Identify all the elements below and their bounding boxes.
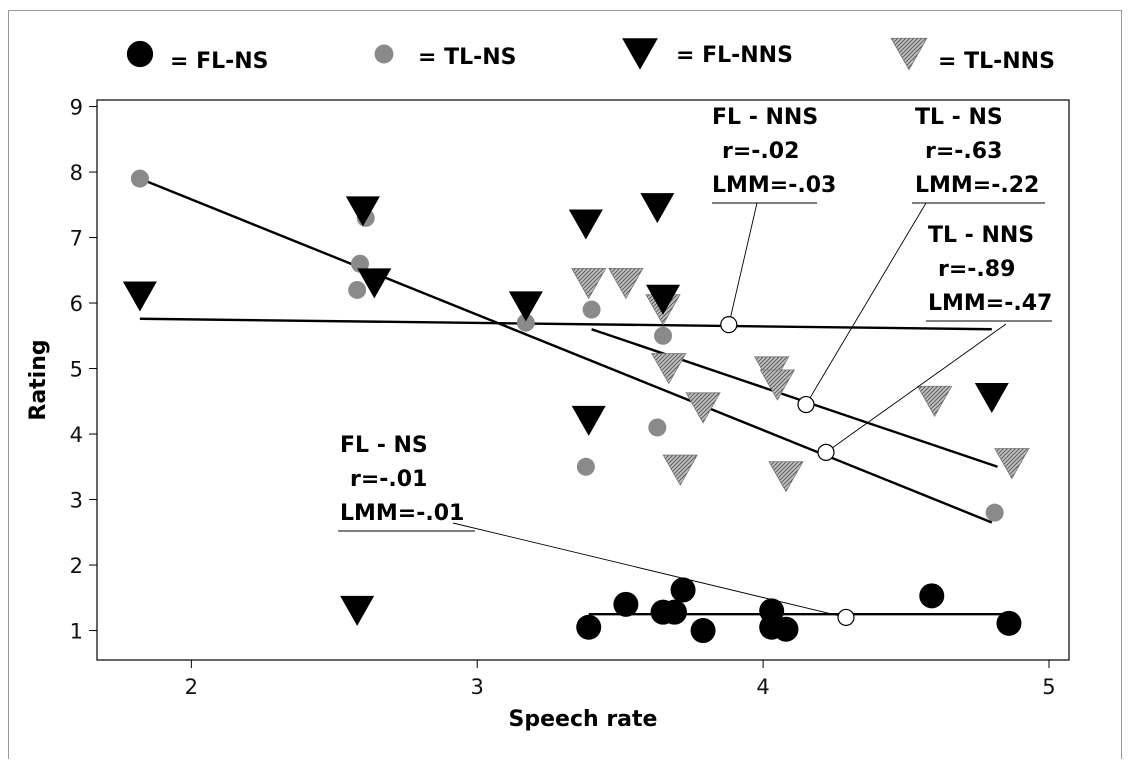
- point-fl-ns: [996, 610, 1022, 636]
- point-fl-nns: [571, 405, 606, 436]
- annotation-anchor-fl-nns: [720, 316, 738, 334]
- y-tick-label: 9: [70, 96, 83, 120]
- point-fl-ns: [661, 599, 687, 625]
- point-tl-nns: [685, 392, 721, 424]
- legend-marker-tl-nns: [890, 37, 928, 71]
- x-tick-label: 2: [185, 675, 198, 699]
- y-tick-label: 6: [70, 292, 83, 316]
- fit-line-tl-nns: [591, 328, 998, 468]
- annotations: FL - NS r=-.01 LMM=-.01 FL - NNS r=-.02 LMM=-…: [338, 105, 1052, 627]
- point-tl-ns: [582, 300, 601, 319]
- y-tick-label: 7: [70, 227, 83, 251]
- y-tick-label: 8: [70, 161, 83, 185]
- annotation-title-fl-nns: FL - NNS: [712, 105, 818, 130]
- legend-label-tl-ns: = TL-NS: [418, 45, 517, 70]
- point-tl-ns: [348, 280, 367, 299]
- annotation-leader-fl-ns: [452, 522, 847, 618]
- point-fl-ns: [773, 616, 799, 642]
- point-tl-nns: [759, 369, 796, 401]
- figure-frame: [8, 10, 1122, 759]
- point-fl-nns: [340, 595, 375, 626]
- annotation-anchor-tl-nns: [817, 443, 835, 461]
- annotation-title-tl-ns: TL - NS: [915, 105, 1003, 130]
- x-tick-label: 4: [756, 675, 769, 699]
- point-fl-nns: [974, 383, 1009, 414]
- annotation-r-tl-nns: r=-.89: [938, 257, 1015, 282]
- axes-ticks: 2 3 4 5 1 2 3 4 5 6 7 8 9: [70, 96, 1056, 699]
- annotation-anchor-tl-ns: [797, 395, 815, 414]
- point-tl-ns: [516, 313, 535, 332]
- point-tl-nns: [662, 454, 698, 486]
- annotation-r-fl-ns: r=-.01: [350, 467, 427, 492]
- point-tl-nns: [651, 353, 687, 385]
- point-tl-nns: [608, 267, 644, 300]
- annotation-lmm-fl-ns: LMM=-.01: [340, 501, 464, 526]
- y-tick-label: 3: [70, 489, 83, 513]
- point-tl-ns: [351, 254, 370, 273]
- point-tl-nns: [768, 461, 804, 493]
- fit-line-fl-nns: [139, 317, 992, 331]
- annotation-leader-tl-ns: [805, 202, 927, 405]
- fit-line-tl-ns: [139, 177, 993, 524]
- point-fl-ns: [613, 591, 639, 617]
- annotation-lmm-tl-nns: LMM=-.47: [928, 291, 1052, 316]
- point-tl-ns: [576, 457, 595, 476]
- point-tl-ns: [648, 418, 667, 437]
- point-fl-nns: [568, 209, 603, 240]
- annotation-r-tl-ns: r=-.63: [925, 139, 1002, 164]
- regression-lines: [139, 177, 1009, 616]
- point-tl-ns: [130, 169, 149, 188]
- y-tick-label: 2: [70, 554, 83, 578]
- x-axis-label: Speech rate: [509, 707, 658, 732]
- annotation-title-fl-ns: FL - NS: [340, 433, 428, 458]
- y-tick-label: 5: [70, 358, 83, 382]
- point-fl-nns: [122, 281, 157, 312]
- legend-marker-fl-ns: [126, 40, 154, 68]
- annotation-r-fl-nns: r=-.02: [722, 139, 799, 164]
- point-fl-ns: [690, 618, 716, 644]
- point-fl-ns: [670, 577, 696, 603]
- legend: = FL-NS = TL-NS = FL-NNS = TL-NNS: [126, 37, 1055, 74]
- annotation-title-tl-nns: TL - NNS: [928, 223, 1034, 248]
- point-tl-nns: [994, 448, 1030, 480]
- annotation-anchor-fl-ns: [837, 608, 855, 627]
- x-tick-label: 5: [1042, 675, 1055, 699]
- annotation-lmm-fl-nns: LMM=-.03: [712, 173, 836, 198]
- y-tick-label: 1: [70, 620, 83, 644]
- y-axis-label: Rating: [26, 339, 51, 420]
- legend-marker-fl-nns: [622, 38, 658, 70]
- point-fl-nns: [640, 193, 675, 224]
- point-fl-nns: [508, 291, 543, 322]
- y-tick-label: 4: [70, 423, 83, 447]
- data-points: [122, 169, 1030, 644]
- annotation-lmm-tl-ns: LMM=-.22: [915, 173, 1039, 198]
- plot-area: [96, 99, 1070, 661]
- legend-label-fl-nns: = FL-NNS: [676, 43, 793, 68]
- point-fl-nns: [357, 268, 392, 299]
- legend-label-fl-ns: = FL-NS: [170, 49, 269, 74]
- point-fl-nns: [646, 284, 681, 315]
- annotation-leader-fl-nns: [728, 202, 758, 325]
- legend-marker-tl-ns: [374, 44, 394, 64]
- point-tl-ns: [654, 326, 673, 345]
- x-tick-label: 3: [471, 675, 484, 699]
- point-fl-nns: [345, 196, 380, 227]
- point-tl-nns: [571, 267, 607, 300]
- annotation-leader-tl-nns: [825, 323, 1007, 453]
- point-fl-ns: [576, 614, 602, 640]
- point-tl-ns: [985, 503, 1004, 522]
- point-tl-nns: [916, 385, 953, 418]
- point-fl-ns: [919, 583, 945, 609]
- legend-label-tl-nns: = TL-NNS: [938, 49, 1055, 74]
